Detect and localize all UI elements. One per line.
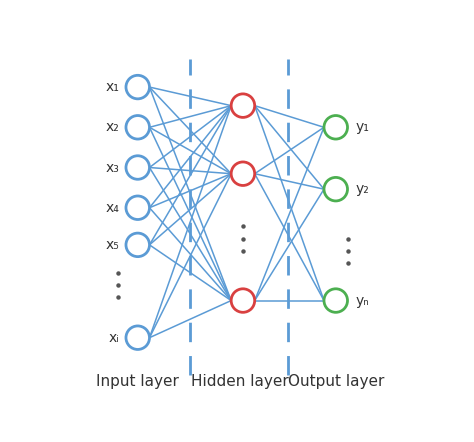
- Circle shape: [231, 289, 255, 312]
- Circle shape: [231, 162, 255, 186]
- Text: yₙ: yₙ: [355, 293, 369, 308]
- Circle shape: [126, 326, 149, 350]
- Text: x₃: x₃: [106, 160, 120, 175]
- Text: x₁: x₁: [106, 80, 120, 94]
- Text: y₁: y₁: [355, 120, 369, 134]
- Circle shape: [126, 233, 149, 257]
- Circle shape: [324, 289, 347, 312]
- Circle shape: [231, 94, 255, 118]
- Text: Output layer: Output layer: [288, 373, 384, 389]
- Text: Input layer: Input layer: [96, 373, 179, 389]
- Text: x₄: x₄: [106, 201, 120, 215]
- Text: x₅: x₅: [106, 238, 120, 252]
- Text: x₂: x₂: [106, 120, 120, 134]
- Text: xᵢ: xᵢ: [109, 331, 120, 345]
- Circle shape: [126, 75, 149, 99]
- Circle shape: [324, 177, 347, 201]
- Circle shape: [324, 115, 347, 139]
- Circle shape: [126, 156, 149, 179]
- Text: y₂: y₂: [355, 182, 369, 196]
- Circle shape: [126, 115, 149, 139]
- Circle shape: [126, 196, 149, 220]
- Text: Hidden layer: Hidden layer: [191, 373, 289, 389]
